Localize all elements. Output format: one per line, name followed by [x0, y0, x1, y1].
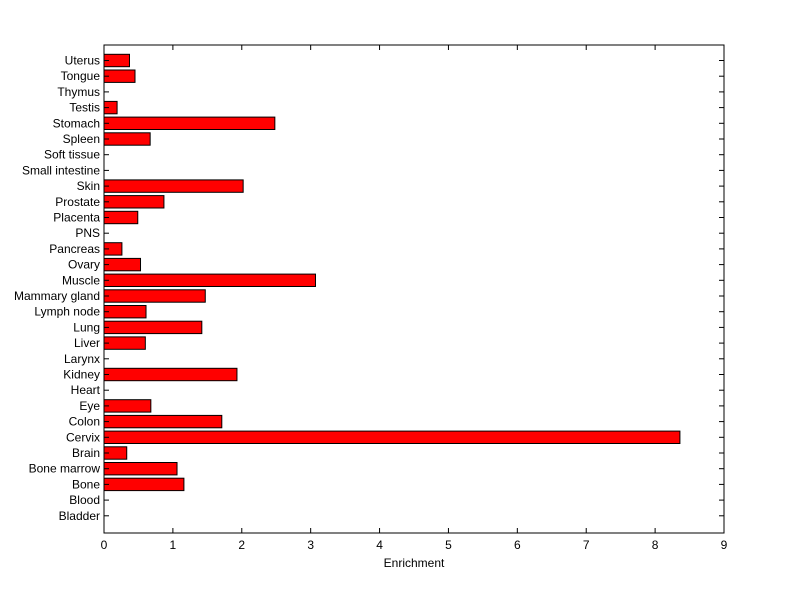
y-tick-label: Bladder	[59, 509, 100, 523]
y-tick-label: Mammary gland	[14, 289, 100, 303]
bar-lymph-node	[103, 305, 147, 319]
bar-prostate	[103, 195, 165, 209]
bar-mammary-gland	[103, 289, 206, 303]
bar-eye	[103, 399, 152, 413]
y-tick-label: Liver	[74, 336, 100, 350]
y-tick-label: Bone marrow	[29, 462, 101, 476]
x-tick-label: 7	[583, 538, 590, 552]
x-axis-label: Enrichment	[384, 556, 445, 570]
y-tick-label: Placenta	[53, 211, 100, 225]
x-tick-label: 1	[170, 538, 177, 552]
bar-liver	[103, 336, 146, 350]
bar-lung	[103, 320, 203, 335]
bar-stomach	[103, 116, 276, 130]
y-tick-label: Blood	[69, 493, 100, 507]
y-tick-label: PNS	[75, 226, 100, 240]
y-tick-label: Muscle	[62, 273, 100, 287]
bar-spleen	[103, 132, 151, 146]
y-tick-label: Bone	[72, 477, 100, 491]
x-tick-label: 3	[307, 538, 314, 552]
y-tick-label: Testis	[69, 101, 100, 115]
y-tick-label: Colon	[69, 415, 100, 429]
bar-bone	[103, 477, 185, 492]
bar-colon	[103, 414, 223, 429]
x-tick-label: 2	[238, 538, 245, 552]
plot-frame	[103, 44, 725, 534]
y-tick-label: Brain	[72, 446, 100, 460]
x-tick-label: 8	[652, 538, 659, 552]
x-tick-label: 4	[376, 538, 383, 552]
bar-placenta	[103, 210, 139, 225]
bar-ovary	[103, 257, 142, 272]
y-tick-label: Lung	[73, 320, 100, 334]
y-tick-label: Larynx	[64, 352, 100, 366]
y-tick-label: Prostate	[55, 195, 100, 209]
y-tick-label: Tongue	[61, 69, 101, 83]
x-axis-ticks: 0 1 2 3 4 5 6 7 8 9	[101, 45, 728, 552]
y-tick-label: Skin	[77, 179, 100, 193]
x-tick-label: 0	[101, 538, 108, 552]
y-tick-label: Spleen	[63, 132, 100, 146]
y-tick-label: Heart	[71, 383, 101, 397]
y-tick-label: Kidney	[63, 368, 100, 382]
x-tick-label: 6	[514, 538, 521, 552]
y-tick-label: Lymph node	[34, 305, 100, 319]
bar-muscle	[103, 273, 316, 288]
y-tick-label: Stomach	[53, 116, 100, 130]
y-tick-label: Eye	[79, 399, 100, 413]
x-tick-label: 9	[721, 538, 728, 552]
y-tick-label: Uterus	[65, 54, 100, 68]
bar-skin	[103, 179, 244, 193]
bar-kidney	[103, 367, 238, 382]
y-tick-label: Thymus	[57, 85, 100, 99]
y-tick-label: Cervix	[66, 430, 100, 444]
bar-cervix	[103, 430, 681, 445]
x-tick-label: 5	[445, 538, 452, 552]
y-tick-label: Pancreas	[49, 242, 100, 256]
y-tick-label: Ovary	[68, 258, 100, 272]
y-tick-label: Soft tissue	[44, 148, 100, 162]
y-tick-label: Small intestine	[22, 163, 100, 177]
bar-bone-marrow	[103, 462, 178, 476]
